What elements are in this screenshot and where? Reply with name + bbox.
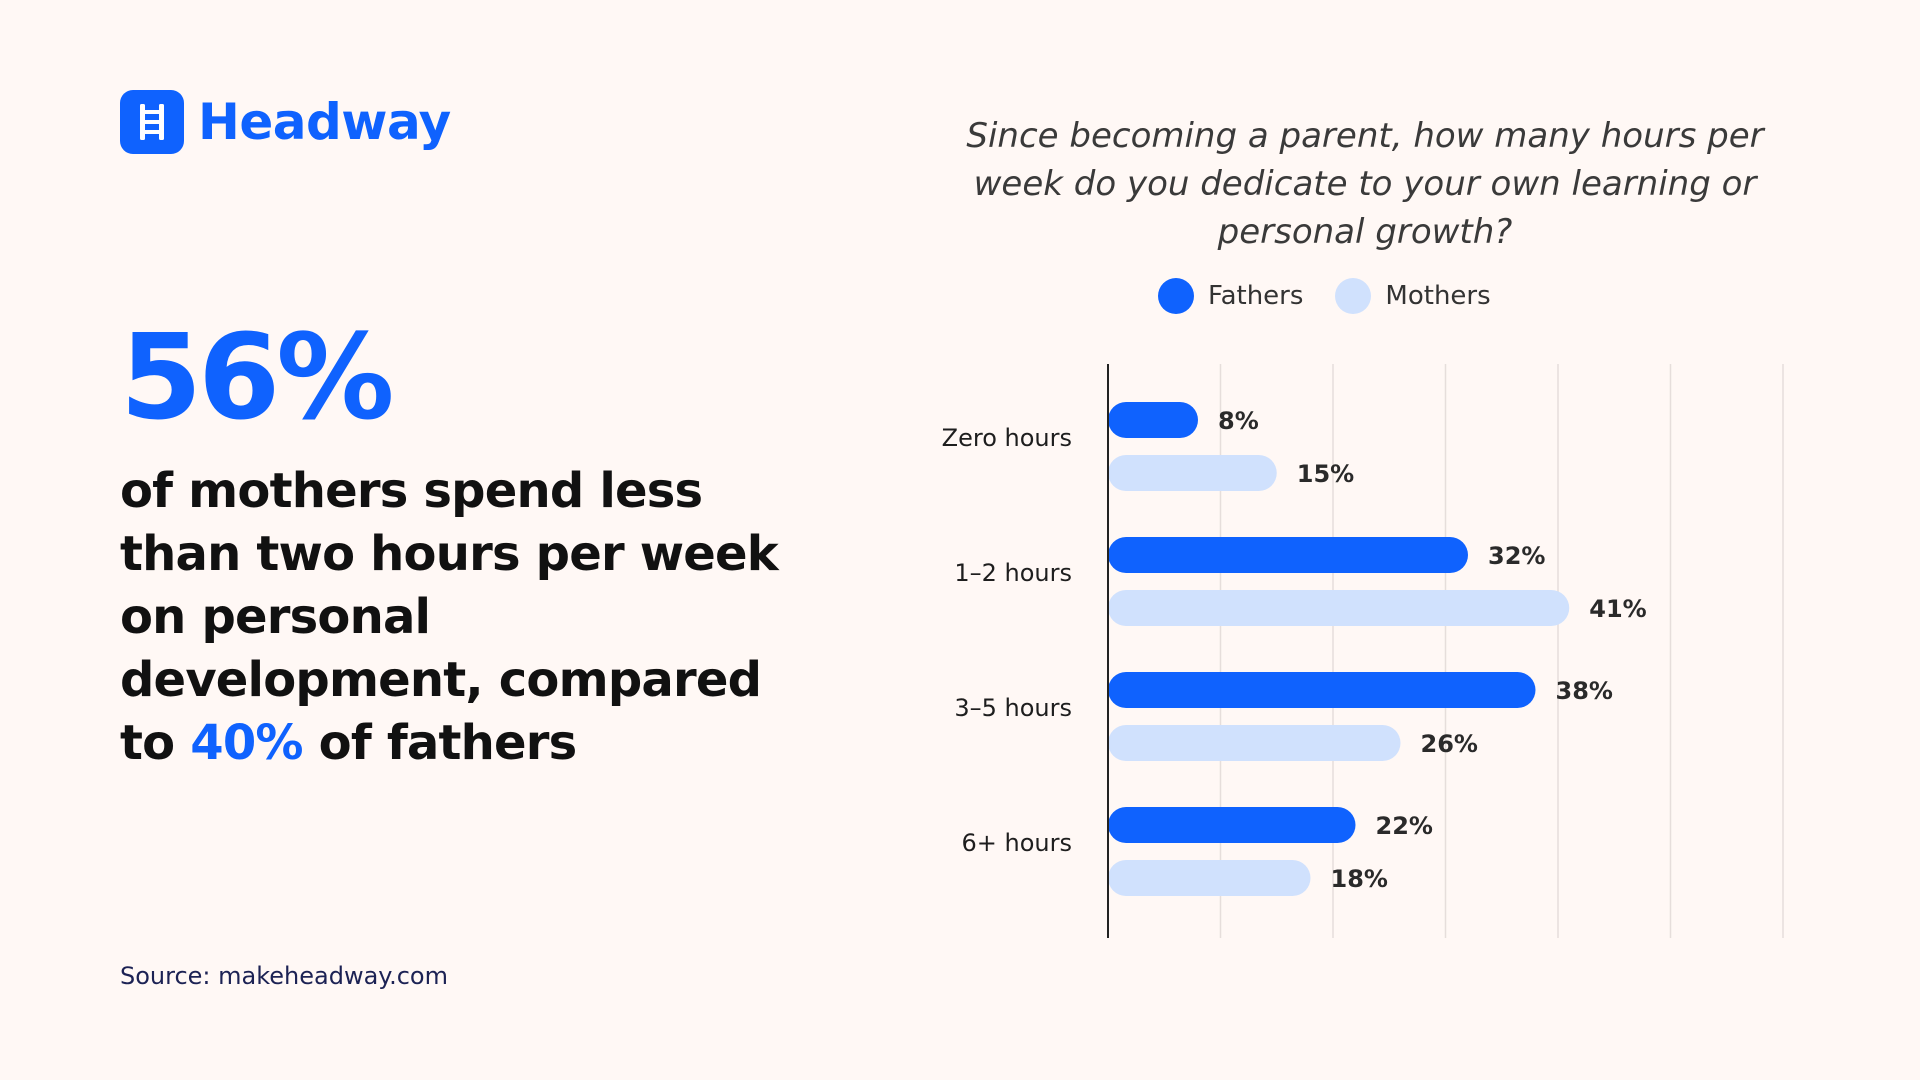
brand-name: Headway — [198, 93, 451, 151]
bar-chart: Zero hours 8% 15% 1–2 hours 32% 41% 3–5 hours 3… — [942, 364, 1784, 938]
headline-accent: 40% — [190, 715, 303, 771]
headline-text-after: of fathers — [302, 715, 578, 771]
bar — [1108, 672, 1536, 708]
brand-logo: Headway — [120, 90, 451, 154]
headline-text-before: of mothers spend less than two hours per… — [120, 463, 779, 771]
chart-title: Since becoming a parent, how many hours … — [966, 116, 1764, 252]
bar — [1108, 590, 1570, 626]
legend-label-fathers: Fathers — [1208, 281, 1304, 311]
legend-item-mothers: Mothers — [1335, 278, 1491, 314]
headline-text: of mothers spend less than two hours per… — [120, 460, 780, 775]
bar — [1108, 455, 1277, 491]
data-label: 18% — [1331, 865, 1388, 893]
bar — [1108, 537, 1468, 573]
ladder-icon — [120, 90, 184, 154]
legend-swatch-mothers — [1335, 278, 1372, 314]
bar — [1108, 860, 1311, 896]
bar — [1108, 402, 1198, 438]
category-label: 6+ hours — [962, 829, 1072, 857]
category-label: 3–5 hours — [954, 694, 1072, 722]
data-label: 22% — [1376, 812, 1433, 840]
legend-item-fathers: Fathers — [1158, 278, 1303, 314]
legend-label-mothers: Mothers — [1385, 281, 1491, 311]
data-label: 32% — [1488, 542, 1545, 570]
chart-legend: Fathers Mothers — [1158, 278, 1523, 314]
category-label: Zero hours — [942, 424, 1072, 452]
bar — [1108, 807, 1356, 843]
bar — [1108, 725, 1401, 761]
legend-swatch-fathers — [1158, 278, 1194, 314]
data-label: 38% — [1556, 677, 1613, 705]
category-label: 1–2 hours — [954, 559, 1072, 587]
headline-stat: 56% — [120, 308, 394, 446]
data-label: 26% — [1421, 730, 1478, 758]
data-label: 15% — [1297, 460, 1354, 488]
data-label: 41% — [1589, 595, 1646, 623]
data-label: 8% — [1218, 407, 1259, 435]
source-note: Source: makeheadway.com — [120, 962, 448, 990]
